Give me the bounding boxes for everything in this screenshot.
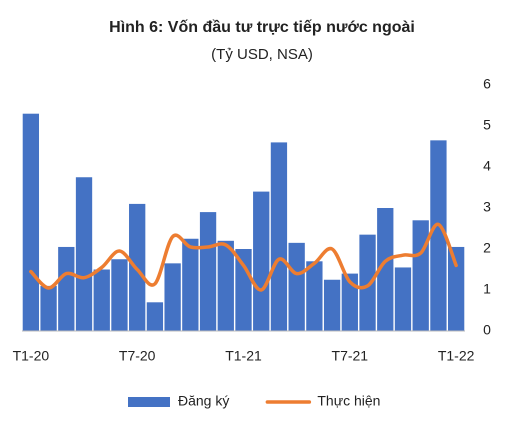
bar [58, 246, 75, 331]
bar [93, 269, 110, 331]
y-tick-label: 6 [483, 76, 491, 92]
bar [430, 140, 447, 331]
bar [199, 212, 217, 331]
bar [288, 242, 305, 331]
chart-title: Hình 6: Vốn đầu tư trực tiếp nước ngoài [109, 19, 415, 36]
bar [40, 285, 57, 331]
bar [323, 279, 341, 331]
y-tick-label: 4 [483, 158, 491, 174]
bar [182, 238, 199, 331]
bar [146, 302, 164, 331]
bar [235, 249, 252, 331]
x-tick-label: T7-21 [332, 348, 369, 364]
legend-label: Thực hiện [317, 393, 380, 409]
x-tick-label: T1-21 [225, 348, 262, 364]
legend-label: Đăng ký [178, 393, 229, 409]
y-tick-label: 3 [483, 199, 491, 215]
bar [270, 142, 288, 331]
bar [394, 267, 412, 331]
chart-subtitle: (Tỷ USD, NSA) [211, 46, 313, 63]
bar [164, 263, 181, 331]
bar [377, 208, 394, 331]
bar [412, 220, 429, 331]
bar [253, 191, 270, 331]
legend-swatch [128, 397, 170, 407]
bar [341, 273, 358, 331]
y-tick-label: 1 [483, 281, 491, 297]
x-tick-label: T1-20 [13, 348, 50, 364]
bar [22, 113, 40, 331]
bar [217, 240, 234, 331]
line [29, 222, 458, 292]
x-tick-label: T7-20 [119, 348, 156, 364]
bar [306, 261, 323, 331]
y-tick-label: 5 [483, 117, 491, 133]
bar [111, 259, 128, 331]
bar [75, 177, 93, 331]
bar [447, 246, 465, 331]
y-tick-label: 2 [483, 240, 491, 256]
bar [359, 234, 376, 331]
y-tick-label: 0 [483, 322, 491, 338]
x-tick-label: T1-22 [438, 348, 475, 364]
